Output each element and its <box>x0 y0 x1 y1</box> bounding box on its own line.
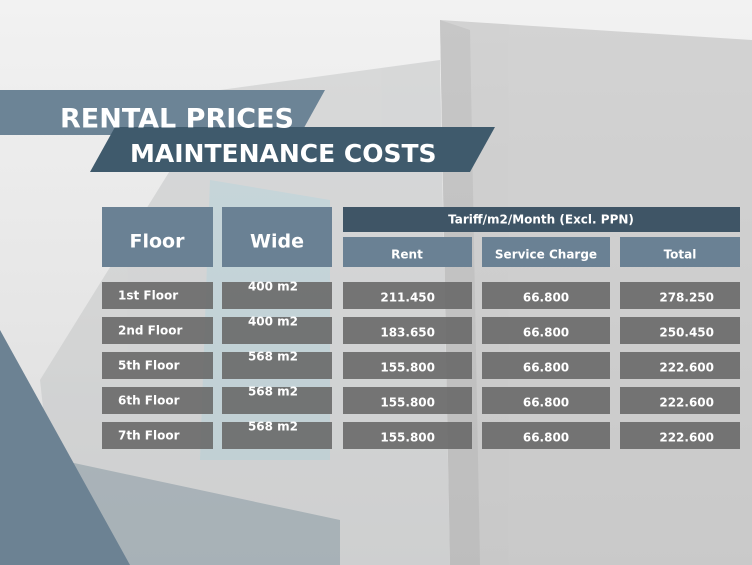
cell-text: 1st Floor <box>118 289 178 303</box>
table-cell <box>102 282 213 309</box>
cell-text: 155.800 <box>380 361 435 375</box>
title-banner <box>0 90 325 135</box>
corner-shape <box>0 330 130 565</box>
table-cell <box>222 317 332 344</box>
table-cell <box>482 422 610 449</box>
column-header: Tariff/m2/Month (Excl. PPN) <box>448 213 634 227</box>
table-cell <box>620 387 740 414</box>
table-cell <box>222 352 332 379</box>
subtitle: MAINTENANCE COSTS <box>130 139 437 168</box>
header-cell <box>343 207 740 232</box>
cell-text: 155.800 <box>380 396 435 410</box>
table-cell <box>343 282 472 309</box>
column-header: Rent <box>391 248 423 262</box>
cell-text: 211.450 <box>380 291 435 305</box>
table-cell <box>102 352 213 379</box>
column-header: Wide <box>250 231 304 253</box>
cell-text: 250.450 <box>659 326 714 340</box>
header-cell <box>620 237 740 267</box>
table-cell <box>102 387 213 414</box>
column-header: Service Charge <box>495 248 597 262</box>
table-cell <box>482 387 610 414</box>
cell-text: 155.800 <box>380 431 435 445</box>
cell-text: 66.800 <box>523 291 569 305</box>
cell-text: 6th Floor <box>118 394 180 408</box>
cell-text: 568 m2 <box>248 385 298 399</box>
cell-text: 278.250 <box>659 291 714 305</box>
cell-text: 222.600 <box>659 396 714 410</box>
table-cell <box>343 387 472 414</box>
cell-text: 66.800 <box>523 396 569 410</box>
cell-text: 66.800 <box>523 431 569 445</box>
table-cell <box>343 352 472 379</box>
column-header: Total <box>664 248 697 262</box>
table-body: 1st Floor 400 m2 211.450 66.800 278.250 2nd F… <box>102 280 740 449</box>
column-header: Floor <box>130 231 186 253</box>
table-cell <box>482 282 610 309</box>
table-cell <box>102 317 213 344</box>
cell-text: 2nd Floor <box>118 324 182 338</box>
cell-text: 568 m2 <box>248 420 298 434</box>
table-cell <box>620 352 740 379</box>
header-cell <box>343 237 472 267</box>
table-cell <box>222 282 332 309</box>
table-cell <box>222 422 332 449</box>
cell-text: 222.600 <box>659 361 714 375</box>
subtitle-banner <box>90 127 495 172</box>
table-cell <box>482 317 610 344</box>
header-cell <box>482 237 610 267</box>
cell-text: 568 m2 <box>248 350 298 364</box>
table-cell <box>482 352 610 379</box>
table-cell <box>222 387 332 414</box>
table-cell <box>343 317 472 344</box>
title: RENTAL PRICES <box>60 104 294 135</box>
table-cell <box>620 422 740 449</box>
header-cell <box>222 207 332 267</box>
cell-text: 400 m2 <box>248 315 298 329</box>
cell-text: 5th Floor <box>118 359 180 373</box>
cell-text: 400 m2 <box>248 280 298 294</box>
header-cell <box>102 207 213 267</box>
cell-text: 66.800 <box>523 361 569 375</box>
table-cell <box>620 317 740 344</box>
table-cell <box>620 282 740 309</box>
cell-text: 66.800 <box>523 326 569 340</box>
table-cell <box>343 422 472 449</box>
table-cell <box>102 422 213 449</box>
cell-text: 222.600 <box>659 431 714 445</box>
cell-text: 7th Floor <box>118 429 180 443</box>
cell-text: 183.650 <box>380 326 435 340</box>
